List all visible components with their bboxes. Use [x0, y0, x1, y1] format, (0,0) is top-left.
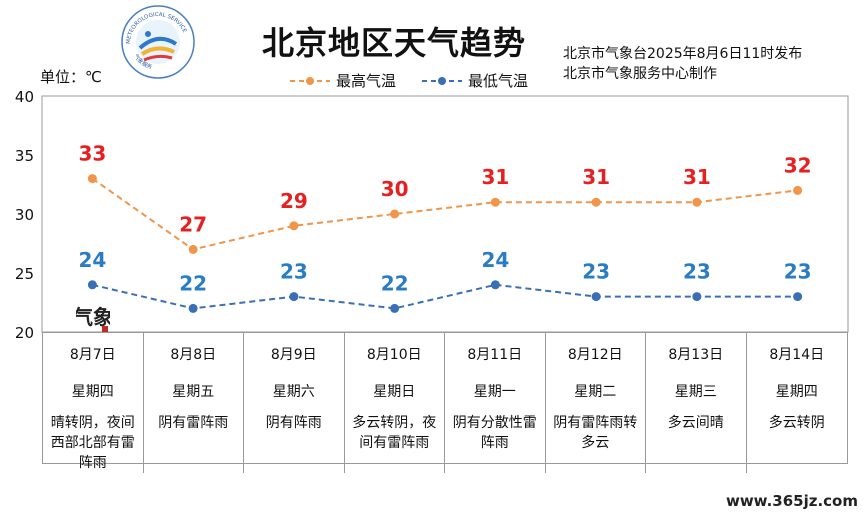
meteorological-service-logo: METEOROLOGICAL SERVICE 气象服务: [121, 5, 195, 79]
data-point-high: [390, 209, 400, 219]
x-tick-label: 8月10日: [366, 347, 422, 363]
weather-description-cell: 阴有雷阵雨转多云: [553, 415, 638, 451]
y-tick-label: 40: [15, 88, 34, 106]
data-point-high: [591, 197, 601, 207]
data-label-low: 23: [683, 260, 711, 284]
y-tick-label: 35: [15, 147, 34, 165]
data-point-low: [793, 292, 803, 302]
data-label-high: 33: [78, 142, 106, 166]
data-label-high: 31: [582, 165, 610, 189]
weekday-cell: 星期二: [574, 384, 617, 400]
x-tick-label: 8月11日: [467, 347, 523, 363]
weekday-cell: 星期四: [775, 384, 818, 400]
forecast-day-column: 8月14日星期四多云转阴: [747, 333, 848, 473]
data-point-low: [390, 303, 400, 313]
data-point-low: [591, 292, 601, 302]
data-point-low: [87, 280, 97, 290]
weather-description-cell: 晴转阴，夜间西部北部有雷阵雨: [50, 415, 135, 471]
weekday-cell: 星期四: [71, 384, 114, 400]
x-tick-label: 8月8日: [170, 347, 217, 363]
data-label-high: 27: [179, 212, 207, 236]
publish-line-1: 北京市气象台2025年8月6日11时发布: [563, 46, 803, 62]
data-point-low: [188, 303, 198, 313]
y-tick-label: 20: [15, 324, 34, 342]
legend-low-marker: [422, 76, 463, 85]
weekday-cell: 星期日: [373, 384, 416, 400]
legend-high-label: 最高气温: [336, 72, 397, 90]
x-tick-label: 8月14日: [769, 347, 825, 363]
forecast-day-column: 8月12日星期二阴有雷阵雨转多云: [546, 333, 646, 473]
legend-item-high: 最高气温: [290, 70, 396, 91]
forecast-table: 8月7日 星期四 晴转阴，夜间西部北部有雷阵雨 8月8日 星期五 阴有雷阵雨 8月9日 星期六…: [42, 332, 848, 473]
data-point-high: [793, 185, 803, 195]
x-tick-label: 8月7日: [69, 347, 116, 363]
weather-description-cell: 阴有阵雨: [265, 415, 322, 431]
y-tick-label: 30: [15, 206, 34, 224]
chart-legend: 最高气温 最低气温: [290, 70, 528, 91]
weekday-cell: 星期三: [674, 384, 717, 400]
weather-description-cell: 多云间晴: [667, 415, 724, 431]
weather-description-cell: 阴有雷阵雨: [158, 415, 229, 431]
forecast-day-column: 8月8日星期五阴有雷阵雨: [144, 333, 244, 473]
data-label-low: 22: [381, 271, 409, 295]
unit-label: 单位：℃: [40, 68, 102, 86]
data-point-high: [87, 174, 97, 184]
data-label-high: 29: [280, 189, 308, 213]
legend-high-marker: [290, 76, 330, 85]
forecast-day-column: 8月9日星期六阴有阵雨: [244, 333, 345, 473]
forecast-day-column: 8月11日星期一阴有分散性雷阵雨: [445, 333, 546, 473]
data-label-low: 22: [179, 271, 207, 295]
data-label-low: 23: [582, 260, 610, 284]
x-tick-label: 8月12日: [567, 347, 623, 363]
data-point-high: [490, 197, 500, 207]
data-point-high: [289, 221, 299, 231]
y-tick-label: 25: [15, 265, 34, 283]
data-label-high: 31: [683, 165, 711, 189]
forecast-day-column: 8月13日星期三多云间晴: [646, 333, 747, 473]
weather-description-cell: 多云转阴，夜间有雷阵雨: [352, 415, 437, 451]
x-tick-label: 8月9日: [270, 347, 317, 363]
series-line-high: [91, 177, 798, 251]
publish-info: 北京市气象台2025年8月6日11时发布 北京市气象服务中心制作: [563, 44, 802, 84]
weekday-cell: 星期六: [272, 384, 315, 400]
x-tick-label: 8月13日: [668, 347, 724, 363]
data-point-high: [692, 197, 702, 207]
data-label-high: 32: [784, 153, 812, 177]
forecast-day-column: 8月7日星期四晴转阴，夜间西部北部有雷阵雨: [43, 333, 144, 473]
data-label-low: 24: [481, 248, 509, 272]
weekday-cell: 星期一: [473, 384, 516, 400]
data-point-low: [289, 292, 299, 302]
weekday-cell: 星期五: [172, 384, 215, 400]
data-point-low: [490, 280, 500, 290]
data-label-high: 31: [481, 165, 509, 189]
data-point-low: [692, 292, 702, 302]
data-label-low: 24: [78, 248, 106, 272]
legend-low-label: 最低气温: [468, 72, 529, 90]
data-label-high: 30: [381, 177, 409, 201]
page-title: 北京地区天气趋势: [262, 24, 527, 62]
seal-text: 气象: [76, 305, 110, 329]
legend-item-low: 最低气温: [422, 70, 528, 91]
series-line-low: [92, 283, 798, 310]
data-label-low: 23: [784, 260, 812, 284]
calligraphy-seal: 气象: [76, 305, 110, 332]
publish-line-2: 北京市气象服务中心制作: [563, 66, 717, 82]
weather-description-cell: 多云转阴: [768, 415, 825, 431]
data-point-high: [188, 244, 198, 254]
weather-description-cell: 阴有分散性雷阵雨: [452, 415, 537, 451]
watermark-url: www.365jz.com: [725, 492, 858, 510]
forecast-day-column: 8月10日星期日多云转阴，夜间有雷阵雨: [345, 333, 445, 473]
data-label-low: 23: [280, 260, 308, 284]
